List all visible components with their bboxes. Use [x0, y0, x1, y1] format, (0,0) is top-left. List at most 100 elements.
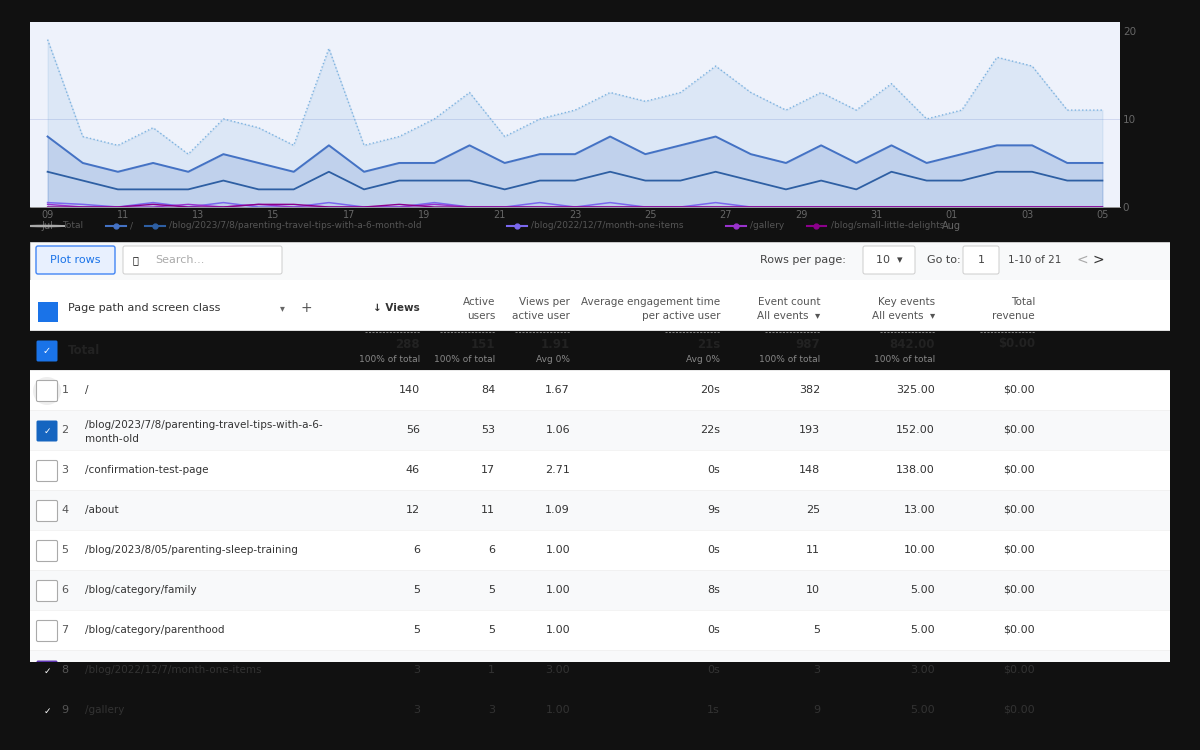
Text: 148: 148 [799, 465, 820, 475]
FancyBboxPatch shape [36, 340, 58, 362]
FancyBboxPatch shape [36, 580, 58, 602]
Text: revenue: revenue [992, 311, 1034, 321]
Text: 10.00: 10.00 [904, 545, 935, 555]
FancyBboxPatch shape [124, 246, 282, 274]
Circle shape [34, 377, 61, 405]
Text: 288: 288 [395, 338, 420, 350]
Text: 0s: 0s [707, 465, 720, 475]
Text: 9: 9 [61, 705, 68, 715]
Text: 5.00: 5.00 [911, 705, 935, 715]
Text: 5: 5 [488, 585, 496, 595]
Text: /blog/2023/7/8/parenting-travel-tips-with-a-6-month-old: /blog/2023/7/8/parenting-travel-tips-wit… [169, 221, 421, 230]
Text: Plot rows: Plot rows [49, 255, 101, 265]
Text: 1.00: 1.00 [545, 625, 570, 635]
Text: Go to:: Go to: [928, 255, 961, 265]
Text: 100% of total: 100% of total [874, 355, 935, 364]
Bar [30, 450, 1170, 490]
Text: /gallery: /gallery [85, 705, 125, 715]
Text: 11: 11 [481, 505, 496, 515]
Text: 84: 84 [481, 385, 496, 395]
Text: /blog/category/family: /blog/category/family [85, 585, 197, 595]
Text: >: > [1092, 253, 1104, 267]
Text: 12: 12 [406, 505, 420, 515]
Text: 100% of total: 100% of total [758, 355, 820, 364]
Text: ↓ Views: ↓ Views [373, 303, 420, 313]
Text: 0s: 0s [707, 625, 720, 635]
Text: 5: 5 [488, 625, 496, 635]
Text: /blog/category/parenthood: /blog/category/parenthood [85, 625, 224, 635]
FancyBboxPatch shape [36, 500, 58, 521]
Text: 100% of total: 100% of total [359, 355, 420, 364]
Text: Total: Total [61, 221, 83, 230]
Text: $0.00: $0.00 [1003, 425, 1034, 435]
Text: 8s: 8s [707, 585, 720, 595]
Bar [30, 610, 1170, 650]
FancyBboxPatch shape [36, 421, 58, 442]
Bar [30, 490, 1170, 530]
Text: /: / [85, 385, 89, 395]
Text: 1.00: 1.00 [545, 585, 570, 595]
Text: 1: 1 [488, 665, 496, 675]
Text: 1.91: 1.91 [541, 338, 570, 350]
Text: 53: 53 [481, 425, 496, 435]
Text: 13.00: 13.00 [904, 505, 935, 515]
Text: /blog/2023/7/8/parenting-travel-tips-with-a-6-: /blog/2023/7/8/parenting-travel-tips-wit… [85, 420, 323, 430]
Text: 20s: 20s [700, 385, 720, 395]
Text: 5: 5 [413, 625, 420, 635]
FancyBboxPatch shape [964, 246, 998, 274]
FancyBboxPatch shape [36, 620, 58, 641]
Text: 5: 5 [61, 545, 68, 555]
Text: 140: 140 [398, 385, 420, 395]
Text: Page path and screen class: Page path and screen class [68, 303, 221, 313]
Bar [30, 410, 1170, 450]
Text: 5.00: 5.00 [911, 585, 935, 595]
Text: 2: 2 [61, 425, 68, 435]
Text: 6: 6 [488, 545, 496, 555]
Text: 5.00: 5.00 [911, 625, 935, 635]
FancyBboxPatch shape [36, 380, 58, 401]
Text: 987: 987 [796, 338, 820, 350]
Text: per active user: per active user [642, 311, 720, 321]
Text: 17: 17 [481, 465, 496, 475]
Text: Event count: Event count [757, 297, 820, 307]
Text: 🔍: 🔍 [133, 255, 139, 265]
Text: 3: 3 [814, 665, 820, 675]
Bar [30, 650, 1170, 690]
FancyBboxPatch shape [36, 246, 115, 274]
Text: Search...: Search... [155, 255, 204, 265]
Text: 7: 7 [61, 625, 68, 635]
FancyBboxPatch shape [36, 661, 58, 682]
Text: /gallery: /gallery [750, 221, 784, 230]
Text: 3: 3 [413, 665, 420, 675]
Text: Active: Active [463, 297, 496, 307]
Text: Views per: Views per [520, 297, 570, 307]
Text: 3.00: 3.00 [545, 665, 570, 675]
Text: users: users [467, 311, 496, 321]
Text: Average engagement time: Average engagement time [581, 297, 720, 307]
Text: 3.00: 3.00 [911, 665, 935, 675]
Text: 151: 151 [470, 338, 496, 350]
Text: 1-10 of 21: 1-10 of 21 [1008, 255, 1061, 265]
Text: Total: Total [1010, 297, 1034, 307]
Text: 1.00: 1.00 [545, 705, 570, 715]
Text: 56: 56 [406, 425, 420, 435]
Text: All events  ▾: All events ▾ [757, 311, 820, 321]
Text: 382: 382 [799, 385, 820, 395]
FancyBboxPatch shape [36, 460, 58, 482]
Text: Rows per page:: Rows per page: [760, 255, 846, 265]
Text: /blog/2022/12/7/month-one-items: /blog/2022/12/7/month-one-items [532, 221, 684, 230]
Text: ✓: ✓ [43, 427, 50, 436]
Text: $0.00: $0.00 [1003, 705, 1034, 715]
Text: $0.00: $0.00 [1003, 585, 1034, 595]
Text: 10: 10 [806, 585, 820, 595]
Bar [30, 280, 1170, 330]
Text: 1: 1 [61, 385, 68, 395]
Text: 152.00: 152.00 [896, 425, 935, 435]
Text: $0.00: $0.00 [1003, 505, 1034, 515]
Text: month-old: month-old [85, 434, 139, 444]
Text: 325.00: 325.00 [896, 385, 935, 395]
Text: <: < [1076, 253, 1087, 267]
Text: 842.00: 842.00 [889, 338, 935, 350]
Text: 2.71: 2.71 [545, 465, 570, 475]
Text: active user: active user [512, 311, 570, 321]
